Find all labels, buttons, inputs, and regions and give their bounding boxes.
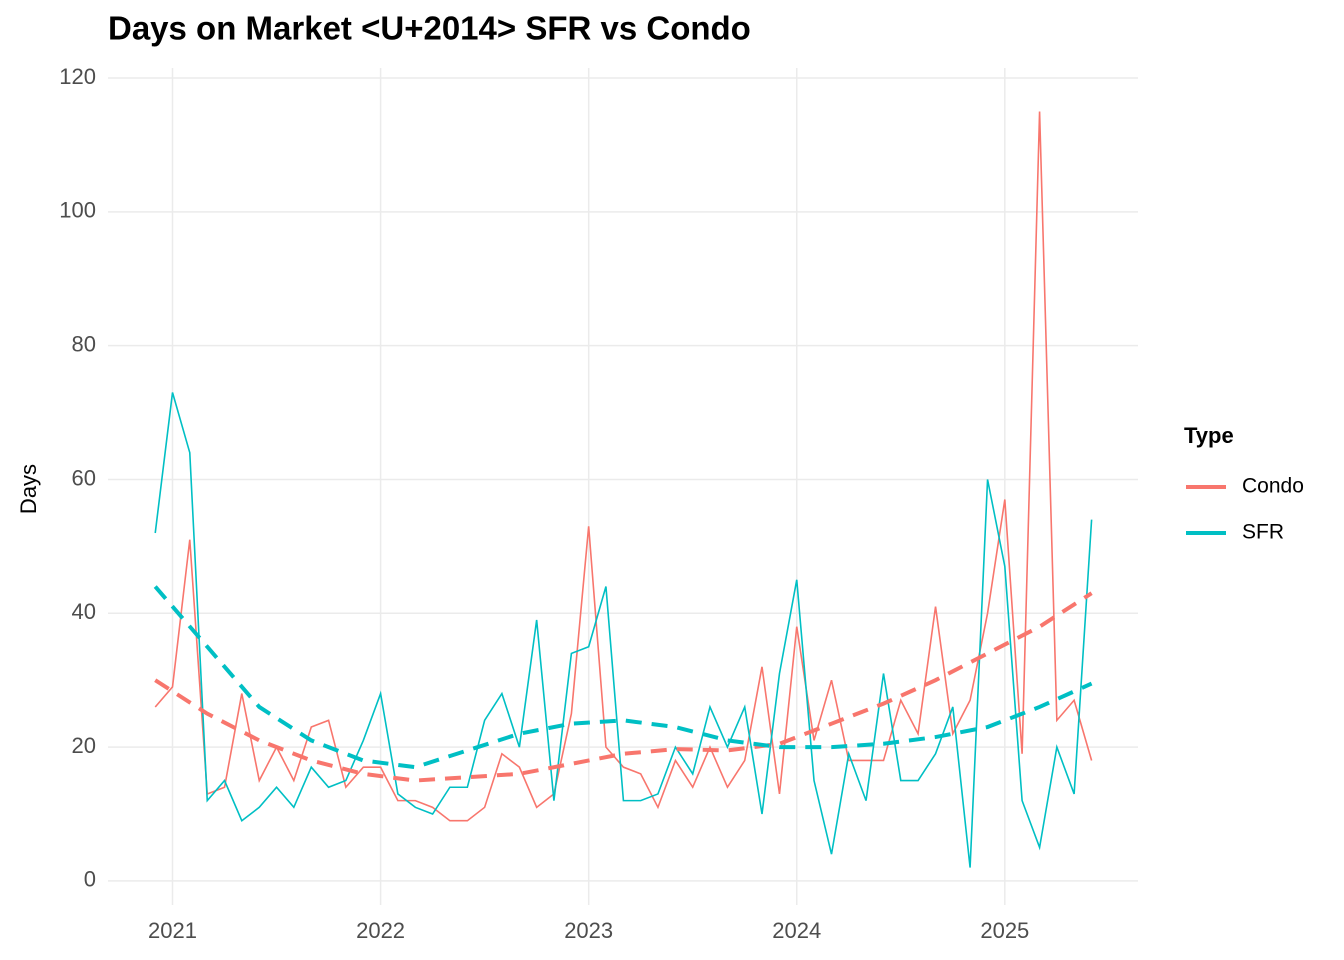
trend-line bbox=[154, 591, 1093, 783]
legend-label: Condo bbox=[1242, 475, 1304, 498]
y-tick-label: 80 bbox=[72, 331, 96, 356]
trend-line bbox=[153, 585, 1093, 770]
y-tick-label: 20 bbox=[72, 733, 96, 758]
y-tick-label: 100 bbox=[59, 198, 96, 223]
x-tick-label: 2024 bbox=[772, 918, 821, 943]
legend-label: SFR bbox=[1242, 521, 1284, 544]
chart-title: Days on Market <U+2014> SFR vs Condo bbox=[108, 10, 751, 47]
y-tick-label: 120 bbox=[59, 64, 96, 89]
data-line bbox=[154, 392, 1093, 868]
y-tick-label: 60 bbox=[72, 465, 96, 490]
x-tick-label: 2023 bbox=[564, 918, 613, 943]
y-tick-label: 40 bbox=[72, 599, 96, 624]
x-tick-label: 2025 bbox=[980, 918, 1029, 943]
y-axis-label: Days bbox=[16, 464, 41, 514]
legend-title: Type bbox=[1184, 423, 1234, 448]
x-tick-label: 2022 bbox=[356, 918, 405, 943]
x-tick-label: 2021 bbox=[148, 918, 197, 943]
data-line bbox=[154, 111, 1093, 822]
y-tick-label: 0 bbox=[84, 867, 96, 892]
